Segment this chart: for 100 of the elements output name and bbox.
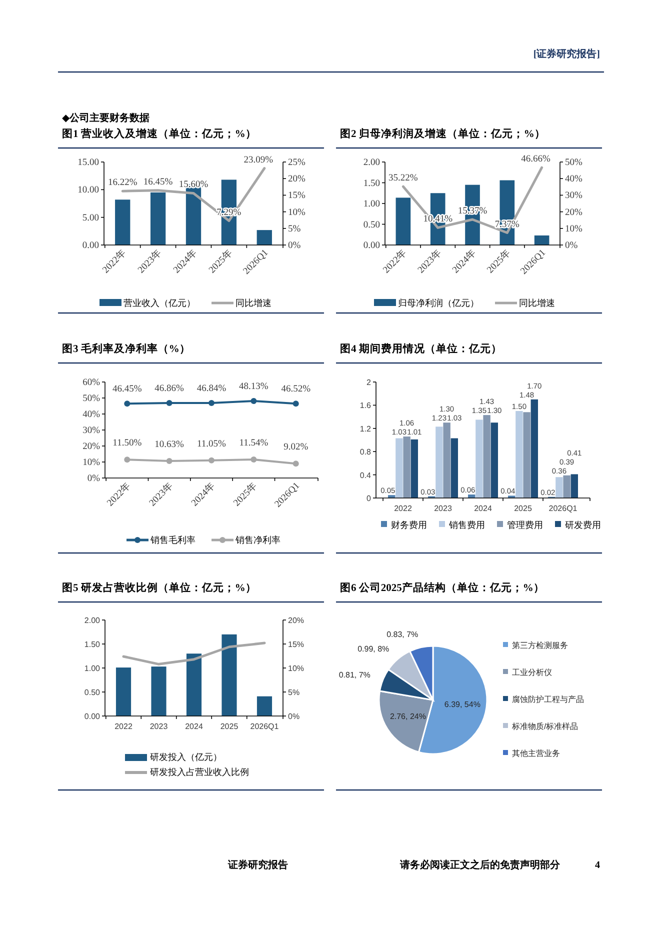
data-label: 15.60% [178, 180, 208, 190]
y-tick-label: 40% [82, 410, 100, 420]
y-tick-label: 1.6 [360, 401, 372, 410]
legend-label: 同比增速 [519, 298, 555, 308]
legend-label: 其他主营业务 [512, 749, 560, 758]
y-tick-label: 2.00 [84, 616, 101, 625]
y-tick-label: 60% [82, 378, 100, 388]
y2-tick-label: 10% [288, 208, 306, 218]
x-tick-label: 2022 [114, 722, 133, 731]
data-label: 9.02% [284, 442, 308, 453]
data-label: 46.86% [154, 384, 184, 394]
y-tick-label: 0 [366, 494, 372, 503]
y-tick-label: 50% [82, 394, 100, 404]
y-tick-label: 2.00 [363, 158, 380, 168]
text: 证券研究报告 [227, 859, 288, 871]
data-label: 0.83, 7% [386, 630, 418, 640]
bar [151, 666, 166, 716]
chart-title: 图5 研发占营收比例（单位：亿元；%） [62, 581, 256, 594]
x-tick-label: 2026Q1 [250, 722, 280, 731]
data-label: 6.39, 54% [444, 700, 480, 709]
legend-label: 腐蚀防护工程与产品 [512, 695, 584, 704]
point [208, 400, 214, 406]
y-tick-label: 1.50 [84, 640, 101, 649]
y-tick-label: 0.4 [360, 470, 372, 480]
y2-tick-label: 40% [565, 174, 582, 185]
chart-title: 图3 毛利率及净利率（%） [62, 342, 190, 355]
y2-tick-label: 15% [288, 191, 306, 202]
data-label: 23.09% [244, 155, 274, 166]
y2-tick-label: 25% [288, 158, 306, 168]
bar [150, 192, 166, 245]
y2-tick-label: 5% [288, 688, 300, 697]
y2-tick-label: 10% [565, 224, 582, 234]
data-label: 2.76, 24% [390, 712, 426, 721]
bar [523, 412, 530, 498]
y-tick-label: 2 [366, 378, 372, 387]
legend-label: 销售费用 [448, 520, 485, 530]
bar [450, 438, 458, 498]
text: 4 [595, 860, 600, 871]
chart-title: 图6 公司2025产品结构（单位：亿元；%） [340, 581, 544, 594]
y2-tick-label: 5% [288, 224, 301, 234]
y-tick-label: 1.2 [360, 424, 372, 434]
y2-tick-label: 10% [288, 664, 304, 673]
x-tick-label: 2023 [434, 504, 452, 513]
legend-label: 营业收入（亿元） [124, 298, 196, 308]
bar [396, 198, 411, 245]
bar [483, 415, 490, 498]
point [166, 400, 172, 406]
x-tick-label: 2023 [150, 722, 168, 731]
point [250, 456, 257, 463]
data-label: 16.45% [143, 177, 173, 188]
bar [490, 422, 498, 498]
legend-label: 研发投入（亿元） [150, 752, 222, 762]
legend-label: 标准物质/标准样品 [511, 722, 578, 731]
bar [403, 436, 410, 498]
point [124, 456, 130, 463]
y2-tick-label: 0% [288, 241, 301, 251]
data-label: 46.66% [521, 154, 551, 165]
bar [186, 654, 202, 716]
bar [396, 438, 403, 498]
bar [556, 477, 563, 498]
y-tick-label: 0.00 [363, 241, 380, 251]
y-tick-label: 10.00 [78, 186, 100, 196]
y2-tick-label: 0% [288, 712, 300, 721]
data-label: 11.54% [239, 438, 268, 449]
y-tick-label: 10% [82, 458, 100, 468]
data-label: 46.84% [196, 384, 226, 394]
bar [443, 422, 450, 498]
y-tick-label: 0.00 [82, 241, 100, 251]
bar [530, 399, 538, 498]
legend-label: 管理费用 [507, 520, 543, 530]
y2-tick-label: 15% [288, 640, 304, 649]
y-tick-label: 5.00 [82, 213, 100, 224]
data-label: 0.81, 7% [338, 670, 370, 680]
chart-title: 图1 营业收入及增速（单位：亿元；%） [62, 127, 256, 140]
y-tick-label: 15.00 [78, 158, 100, 168]
legend-label: 归母净利润（亿元） [398, 298, 479, 308]
data-label: 10.41% [423, 214, 453, 225]
y-tick-label: 0% [87, 474, 100, 484]
bar [256, 230, 272, 245]
bar [516, 411, 523, 498]
y2-tick-label: 20% [565, 208, 582, 218]
bar [563, 475, 570, 498]
text: 请务必阅读正文之后的免责声明部分 [399, 859, 561, 871]
legend-label: 销售毛利率 [150, 535, 196, 545]
data-label: 11.50% [112, 438, 142, 449]
y-tick-label: 0.8 [360, 448, 372, 457]
bar [534, 235, 550, 245]
point [208, 457, 214, 464]
y-tick-label: 30% [82, 426, 100, 436]
x-tick-label: 2024 [185, 722, 204, 731]
data-label: 46.52% [281, 384, 311, 395]
y-tick-label: 0.50 [363, 220, 380, 230]
point [250, 398, 257, 404]
data-label: 0.99, 8% [358, 644, 390, 654]
point [292, 400, 299, 407]
y-tick-label: 1.00 [84, 664, 101, 673]
legend-label: 同比增速 [236, 298, 272, 308]
y2-tick-label: 20% [288, 616, 304, 625]
legend-label: 研发投入占营业收入比例 [150, 767, 249, 777]
legend-label: 财务费用 [391, 520, 427, 530]
